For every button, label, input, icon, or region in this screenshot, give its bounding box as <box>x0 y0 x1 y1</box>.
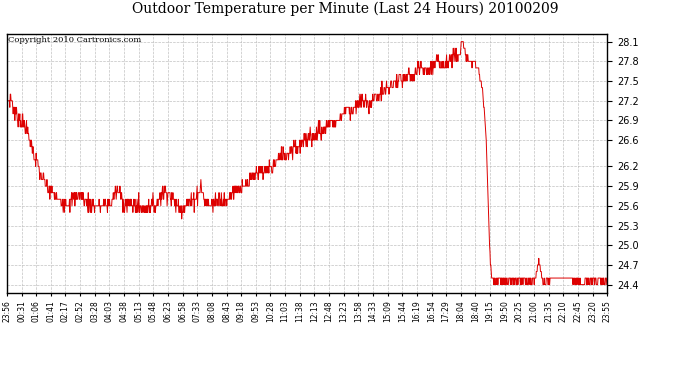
Text: Copyright 2010 Cartronics.com: Copyright 2010 Cartronics.com <box>8 36 141 44</box>
Text: Outdoor Temperature per Minute (Last 24 Hours) 20100209: Outdoor Temperature per Minute (Last 24 … <box>132 2 558 16</box>
